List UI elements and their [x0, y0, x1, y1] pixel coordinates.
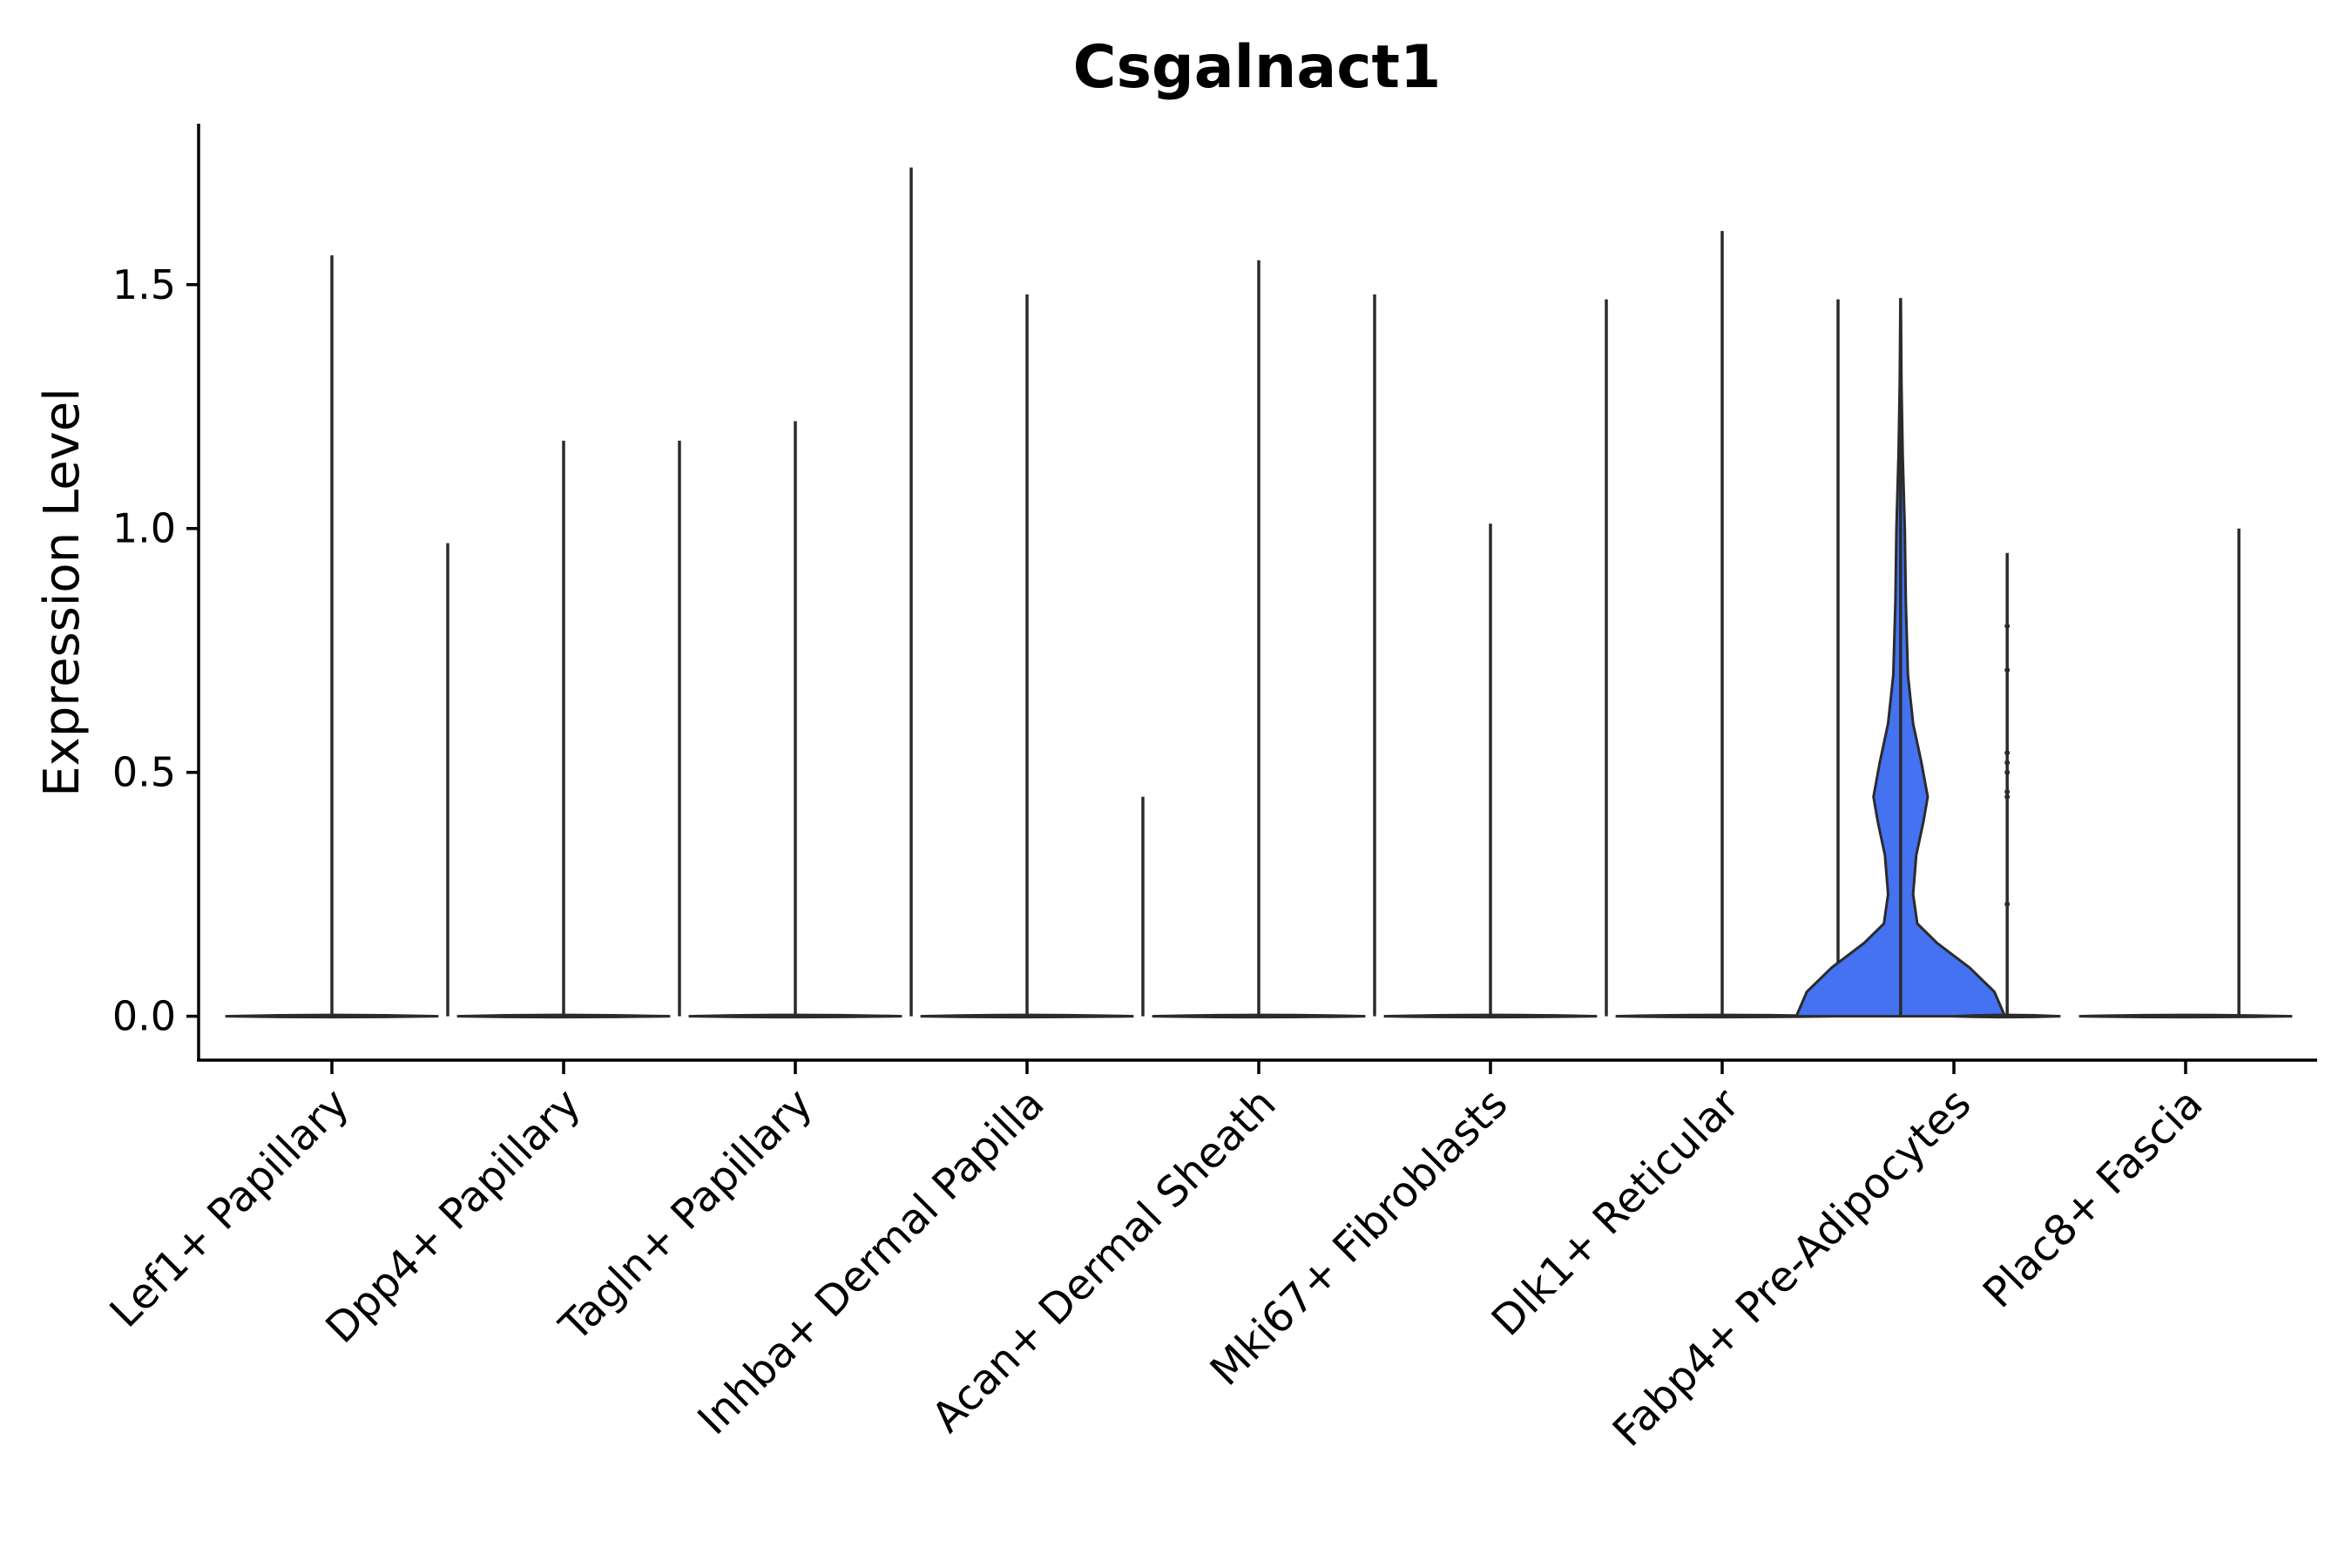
y-tick-label: 0.0 [112, 993, 176, 1040]
x-tick-label: Tagln+ Papillary [550, 1079, 821, 1351]
x-tick-label: Dlk1+ Reticular [1483, 1079, 1749, 1346]
x-tick-label: Dpp4+ Papillary [316, 1079, 590, 1353]
outlier-point [2004, 789, 2011, 795]
outlier-point [2004, 760, 2011, 766]
y-axis-ticks: 0.0 0.5 1.0 1.5 [112, 261, 199, 1040]
outlier-point [2004, 769, 2011, 775]
violin-3 [920, 1013, 1134, 1019]
plot-area [225, 167, 2293, 1019]
violin-5 [1383, 1013, 1598, 1019]
y-tick-label: 0.5 [112, 749, 176, 796]
y-axis-label: Expression Level [34, 388, 91, 797]
y-tick-label: 1.0 [112, 505, 176, 552]
violin-1 [456, 1013, 671, 1019]
chart-title: Csgalnact1 [1073, 33, 1442, 102]
y-tick-label: 1.5 [112, 261, 176, 308]
outlier-point [2004, 623, 2011, 629]
outlier-point [2004, 750, 2011, 756]
violin-2 [688, 1013, 902, 1019]
outlier-point [2004, 901, 2011, 907]
violin-4 [1152, 1013, 1366, 1019]
violin-8 [2078, 1013, 2293, 1019]
x-tick-label: Plac8+ Fascia [1974, 1079, 2213, 1318]
outlier-point [2004, 667, 2011, 673]
violin-highlight-second [1953, 1013, 2061, 1019]
violin-0 [225, 1013, 439, 1019]
x-tick-label: Lef1+ Papillary [101, 1079, 359, 1337]
outlier-point [2004, 794, 2011, 800]
